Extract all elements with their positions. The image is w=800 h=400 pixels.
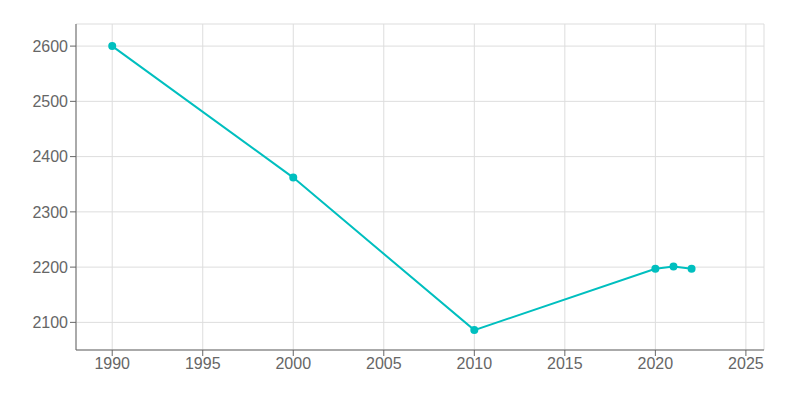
svg-text:2400: 2400 bbox=[32, 148, 68, 165]
svg-text:2600: 2600 bbox=[32, 38, 68, 55]
svg-text:2100: 2100 bbox=[32, 314, 68, 331]
svg-text:2300: 2300 bbox=[32, 204, 68, 221]
svg-text:2000: 2000 bbox=[275, 355, 311, 372]
svg-text:2500: 2500 bbox=[32, 93, 68, 110]
svg-text:2025: 2025 bbox=[728, 355, 764, 372]
svg-text:2020: 2020 bbox=[638, 355, 674, 372]
svg-text:2005: 2005 bbox=[366, 355, 402, 372]
svg-text:2200: 2200 bbox=[32, 259, 68, 276]
svg-text:1990: 1990 bbox=[94, 355, 130, 372]
svg-text:1995: 1995 bbox=[185, 355, 221, 372]
svg-text:2015: 2015 bbox=[547, 355, 583, 372]
svg-text:2010: 2010 bbox=[457, 355, 493, 372]
